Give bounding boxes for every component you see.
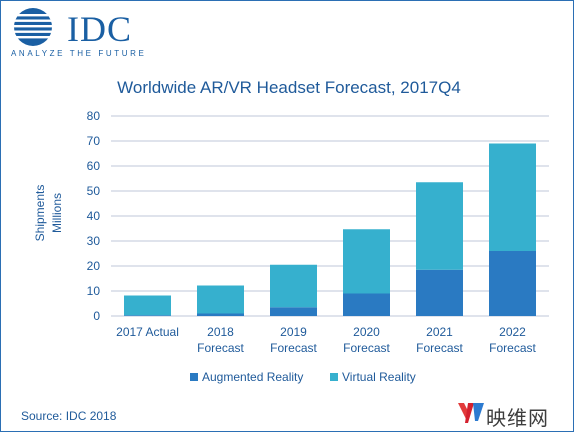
legend-swatch bbox=[330, 373, 338, 381]
x-tick-label: 2017 Actual bbox=[116, 325, 179, 339]
y-tick-label: 0 bbox=[93, 309, 100, 323]
bar-virtual-0 bbox=[124, 295, 171, 316]
bar-virtual-1 bbox=[197, 285, 244, 314]
y-tick-label: 80 bbox=[87, 109, 101, 123]
globe-icon bbox=[11, 8, 55, 46]
bar-virtual-2 bbox=[270, 264, 317, 308]
legend: Augmented Reality Virtual Reality bbox=[190, 370, 416, 384]
y-axis-label-line-1: Shipments bbox=[33, 185, 47, 242]
y-tick-labels: 0 10 20 30 40 50 60 70 80 bbox=[87, 109, 101, 323]
y-tick-label: 70 bbox=[87, 134, 101, 148]
x-tick-label: 2022 bbox=[499, 325, 526, 339]
y-axis-label: Shipments Millions bbox=[33, 185, 64, 242]
y-tick-label: 40 bbox=[87, 209, 101, 223]
x-tick-labels: 2017 Actual 2018 Forecast 2019 Forecast 2020 F… bbox=[116, 325, 536, 355]
legend-label: Virtual Reality bbox=[342, 370, 416, 384]
x-tick-label: 2021 bbox=[426, 325, 453, 339]
x-tick-label: 2018 bbox=[207, 325, 234, 339]
x-tick-label: Forecast bbox=[489, 341, 536, 355]
bar-augmented-0 bbox=[124, 315, 171, 316]
watermark-text: 映维网 bbox=[486, 406, 549, 430]
bar-augmented-1 bbox=[197, 313, 244, 316]
x-tick-label: 2020 bbox=[353, 325, 380, 339]
x-tick-label: Forecast bbox=[416, 341, 463, 355]
legend-swatch bbox=[190, 373, 198, 381]
bar-virtual-4 bbox=[416, 182, 463, 270]
bar-virtual-3 bbox=[343, 229, 390, 294]
bar-augmented-4 bbox=[416, 269, 463, 316]
y-tick-label: 60 bbox=[87, 159, 101, 173]
bars bbox=[124, 143, 536, 316]
yv-logo-icon bbox=[458, 403, 484, 423]
bar-augmented-3 bbox=[343, 293, 390, 316]
x-tick-label: 2019 bbox=[280, 325, 307, 339]
x-tick-label: Forecast bbox=[197, 341, 244, 355]
y-tick-label: 20 bbox=[87, 259, 101, 273]
logo-tagline: ANALYZE THE FUTURE bbox=[11, 49, 147, 58]
y-axis-label-line-2: Millions bbox=[50, 193, 64, 233]
idc-logo: IDC ANALYZE THE FUTURE bbox=[9, 7, 169, 59]
x-tick-label: Forecast bbox=[343, 341, 390, 355]
gridlines bbox=[111, 115, 549, 317]
y-tick-label: 50 bbox=[87, 184, 101, 198]
source-note: Source: IDC 2018 bbox=[21, 409, 117, 423]
y-tick-label: 10 bbox=[87, 284, 101, 298]
watermark-logo: 映维网 bbox=[457, 401, 569, 430]
bar-augmented-2 bbox=[270, 307, 317, 316]
y-tick-label: 30 bbox=[87, 234, 101, 248]
bar-augmented-5 bbox=[489, 251, 536, 316]
chart-title: Worldwide AR/VR Headset Forecast, 2017Q4 bbox=[117, 78, 461, 97]
logo-wordmark: IDC bbox=[67, 9, 132, 49]
legend-label: Augmented Reality bbox=[202, 370, 303, 384]
bar-virtual-5 bbox=[489, 143, 536, 251]
x-tick-label: Forecast bbox=[270, 341, 317, 355]
